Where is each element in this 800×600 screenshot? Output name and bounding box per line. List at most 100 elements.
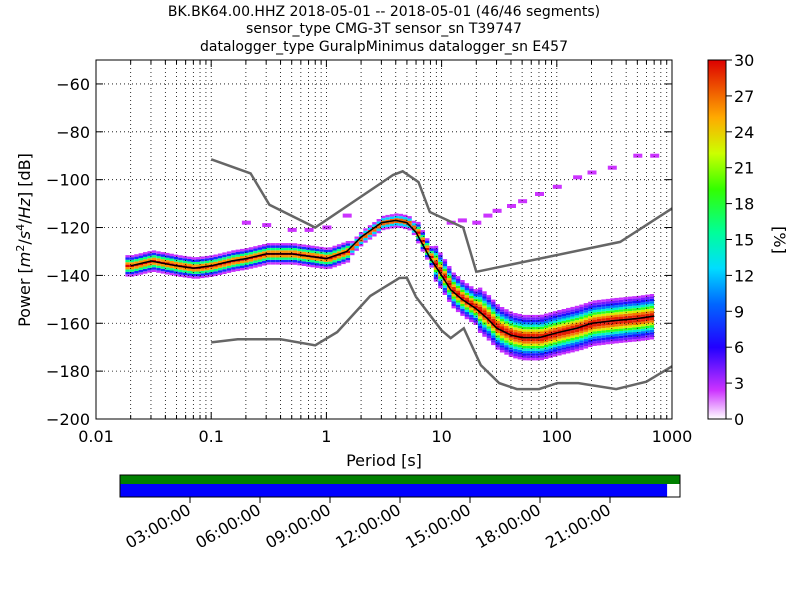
histogram-cell xyxy=(240,260,245,264)
histogram-cell xyxy=(473,298,478,302)
title-line-3: datalogger_type GuralpMinimus datalogger… xyxy=(200,39,568,55)
histogram-cell xyxy=(596,304,602,308)
histogram-cell xyxy=(222,257,227,260)
histogram-cell xyxy=(649,329,655,333)
histogram-cell xyxy=(544,356,549,359)
histogram-cell xyxy=(618,299,624,303)
histogram-cell xyxy=(169,265,174,269)
histogram-cell xyxy=(125,257,130,260)
histogram-cell xyxy=(614,329,619,332)
histogram-cell xyxy=(627,299,633,302)
histogram-cell xyxy=(323,254,329,258)
histogram-cell xyxy=(552,311,558,314)
histogram-cell xyxy=(526,350,531,354)
histogram-cell xyxy=(292,255,298,258)
histogram-cell xyxy=(627,323,633,326)
histogram-outlier xyxy=(322,225,332,230)
histogram-cell xyxy=(535,317,540,320)
histogram-cell xyxy=(623,306,628,309)
histogram-cell xyxy=(222,264,227,267)
histogram-cell xyxy=(614,302,619,306)
histogram-cell xyxy=(429,255,434,259)
histogram-cell xyxy=(226,263,232,266)
histogram-cell xyxy=(464,316,470,320)
histogram-cell xyxy=(464,300,470,303)
histogram-cell xyxy=(213,273,218,277)
histogram-cell xyxy=(548,338,553,342)
histogram-cell xyxy=(217,255,223,259)
histogram-cell xyxy=(240,256,245,259)
histogram-cell xyxy=(372,222,377,225)
colorbar-label: [%] xyxy=(770,226,789,254)
histogram-cell xyxy=(548,319,553,322)
y-tick-label: −120 xyxy=(46,219,90,238)
histogram-cell xyxy=(632,315,637,318)
histogram-cell xyxy=(570,350,575,353)
histogram-cell xyxy=(592,324,597,327)
histogram-cell xyxy=(570,314,575,317)
histogram-cell xyxy=(464,285,470,288)
y-tick-label: −180 xyxy=(46,362,90,381)
histogram-cell xyxy=(195,259,201,262)
histogram-cell xyxy=(262,258,267,261)
histogram-cell xyxy=(213,266,218,269)
histogram-cell xyxy=(574,310,580,313)
histogram-cell xyxy=(336,251,342,254)
histogram-cell xyxy=(526,329,531,332)
histogram-cell xyxy=(649,327,655,330)
histogram-cell xyxy=(187,270,192,274)
histogram-cell xyxy=(411,223,417,226)
histogram-cell xyxy=(226,258,232,261)
histogram-cell xyxy=(513,346,518,349)
histogram-cell xyxy=(147,251,152,254)
histogram-cell xyxy=(367,234,373,238)
histogram-cell xyxy=(451,282,456,285)
histogram-cell xyxy=(561,344,566,348)
histogram-cell xyxy=(601,328,606,331)
histogram-cell xyxy=(469,298,474,301)
histogram-cell xyxy=(358,232,364,235)
histogram-cell xyxy=(592,300,597,303)
histogram-cell xyxy=(143,259,148,262)
histogram-cell xyxy=(570,345,575,348)
histogram-cell xyxy=(473,313,478,316)
histogram-cell xyxy=(645,313,650,317)
histogram-cell xyxy=(618,338,624,341)
histogram-cell xyxy=(596,340,602,343)
histogram-cell xyxy=(535,329,540,332)
x-tick-label: 0.01 xyxy=(78,427,114,446)
histogram-cell xyxy=(579,314,584,317)
histogram-cell xyxy=(504,347,509,350)
histogram-cell xyxy=(328,254,333,257)
histogram-cell xyxy=(574,346,580,349)
histogram-cell xyxy=(284,243,289,246)
histogram-cell xyxy=(438,262,443,265)
histogram-cell xyxy=(376,226,381,229)
histogram-cell xyxy=(552,313,558,316)
histogram-cell xyxy=(363,230,368,234)
histogram-cell xyxy=(645,335,650,338)
histogram-cell xyxy=(552,342,558,345)
histogram-cell xyxy=(376,219,381,222)
histogram-cell xyxy=(605,301,611,304)
histogram-cell xyxy=(169,270,174,273)
histogram-cell xyxy=(195,264,201,267)
histogram-cell xyxy=(240,265,245,268)
histogram-cell xyxy=(433,272,439,275)
histogram-cell xyxy=(244,255,249,258)
histogram-cell xyxy=(416,221,421,225)
histogram-cell xyxy=(332,245,337,249)
histogram-cell xyxy=(213,256,218,260)
histogram-cell xyxy=(425,243,430,246)
histogram-cell xyxy=(323,247,329,250)
histogram-cell xyxy=(535,334,540,337)
histogram-cell xyxy=(592,312,597,315)
histogram-cell xyxy=(455,283,461,286)
histogram-cell xyxy=(332,252,337,256)
histogram-cell xyxy=(332,264,337,268)
histogram-cell xyxy=(451,303,456,306)
histogram-cell xyxy=(614,309,619,313)
histogram-cell xyxy=(187,275,192,279)
histogram-cell xyxy=(636,305,641,308)
histogram-cell xyxy=(640,319,646,322)
